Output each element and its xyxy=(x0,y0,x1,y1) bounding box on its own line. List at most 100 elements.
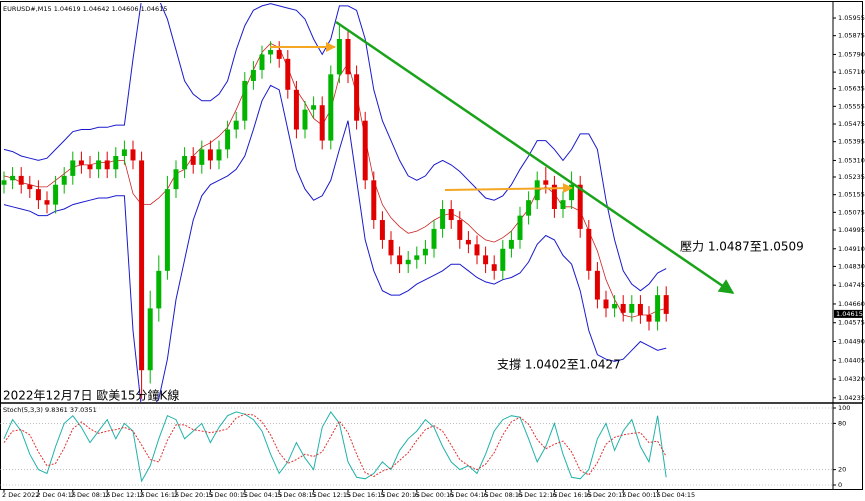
candle-body xyxy=(354,74,360,121)
x-tick-label: 2 Dec 08:15 xyxy=(71,491,111,499)
candle-body xyxy=(543,180,549,185)
candle-body xyxy=(207,149,213,161)
x-tick-label: 5 Dec 00:15 xyxy=(208,491,248,499)
y-tick-label: 1.05310 xyxy=(838,156,865,164)
candle-body xyxy=(379,220,385,240)
candle-body xyxy=(199,149,205,165)
candle-body xyxy=(517,215,523,240)
candle-body xyxy=(465,239,471,245)
candle-body xyxy=(474,244,480,256)
last-price-box xyxy=(834,309,862,318)
y-tick-label: 1.05475 xyxy=(838,120,865,128)
candle-body xyxy=(250,69,256,81)
x-tick-label: 5 Dec 04:15 xyxy=(243,491,283,499)
candle-body xyxy=(371,180,377,221)
x-tick-label: 7 Dec 04:15 xyxy=(656,491,696,499)
candle-body xyxy=(508,239,514,249)
x-tick-label: 6 Dec 04:15 xyxy=(449,491,489,499)
candle-body xyxy=(311,105,317,110)
candle-body xyxy=(362,120,368,181)
y-tick-label: 1.05635 xyxy=(838,85,865,93)
candle-body xyxy=(440,209,446,229)
y-tick-label: 1.05395 xyxy=(838,138,865,146)
y-tick-label: 1.04405 xyxy=(838,356,865,364)
candle-body xyxy=(35,189,41,201)
y-tick-label: 1.05875 xyxy=(838,32,865,40)
x-tick-label: 6 Dec 08:15 xyxy=(484,491,524,499)
y-tick-label: 0 xyxy=(838,481,842,489)
candle-body xyxy=(422,248,428,256)
trend-line xyxy=(335,20,735,295)
candle-body xyxy=(500,248,506,271)
candle-body xyxy=(603,299,609,309)
x-tick-label: 2 Dec 20:15 xyxy=(174,491,214,499)
y-tick-label: 1.04910 xyxy=(838,245,865,253)
x-tick-label: 2 Dec 12:15 xyxy=(105,491,145,499)
candle-body xyxy=(87,164,93,170)
candle-body xyxy=(612,303,618,309)
candle-body xyxy=(457,220,463,240)
candle-body xyxy=(336,38,342,75)
stochastic-panel xyxy=(0,407,833,486)
candle-body xyxy=(285,58,291,90)
x-tick-label: 5 Dec 08:15 xyxy=(277,491,317,499)
x-tick-label: 5 Dec 12:15 xyxy=(312,491,352,499)
price-panel xyxy=(1,3,669,402)
x-tick-label: 6 Dec 12:15 xyxy=(518,491,558,499)
stoch-k xyxy=(3,410,667,483)
y-tick-label: 1.05155 xyxy=(838,191,865,199)
candle-body xyxy=(448,209,454,221)
y-tick-label: 80 xyxy=(838,419,846,427)
stoch-label: Stoch(5,3,3) 9.8361 37.0351 xyxy=(3,406,97,414)
candle-body xyxy=(276,50,282,59)
candle-body xyxy=(104,160,110,170)
y-tick-label: 1.04320 xyxy=(838,375,865,383)
x-tick-label: 7 Dec 00:15 xyxy=(621,491,661,499)
candle-body xyxy=(319,105,325,141)
candle-body xyxy=(483,255,489,265)
y-tick-label: 1.04745 xyxy=(838,281,865,289)
candle-body xyxy=(655,295,661,322)
candle-body xyxy=(139,160,145,371)
candle-body xyxy=(259,54,265,70)
x-tick-label: 2 Dec 2022 xyxy=(2,491,39,499)
candle-body xyxy=(302,109,308,130)
candle-body xyxy=(113,156,119,170)
candle-body xyxy=(190,156,196,165)
y-tick-label: 100 xyxy=(838,404,850,412)
candle-body xyxy=(164,189,170,271)
candle-body xyxy=(551,184,557,210)
candle-body xyxy=(1,180,7,185)
candle-body xyxy=(620,303,626,313)
candle-body xyxy=(121,149,127,157)
y-tick-label: 1.04235 xyxy=(838,394,865,402)
candle-body xyxy=(18,175,24,185)
candle-body xyxy=(156,270,162,309)
header: EURUSD#,M15 1.04619 1.04642 1.04606 1.04… xyxy=(3,5,167,13)
x-tick-label: 6 Dec 20:15 xyxy=(587,491,627,499)
y-tick-label: 1.05710 xyxy=(838,68,865,76)
y-tick-label: 1.04995 xyxy=(838,226,865,234)
candle-body xyxy=(173,169,179,190)
y-tick-label: 1.05235 xyxy=(838,173,865,181)
candle-body xyxy=(663,295,669,314)
y-tick-label: 20 xyxy=(838,466,846,474)
candle-body xyxy=(637,303,643,316)
candle-body xyxy=(10,175,16,181)
band-upper xyxy=(3,3,667,292)
candle-body xyxy=(242,80,248,121)
y-tick-label: 1.05955 xyxy=(838,14,865,22)
y-tick-label: 1.05790 xyxy=(838,50,865,58)
candle-body xyxy=(586,228,592,271)
candle-body xyxy=(233,120,239,130)
x-tick-label: 6 Dec 00:15 xyxy=(415,491,455,499)
candle-body xyxy=(61,175,67,185)
candle-body xyxy=(526,200,532,216)
candle-body xyxy=(130,149,136,161)
band-lower xyxy=(3,84,667,402)
stoch-d xyxy=(3,413,667,478)
candle-body xyxy=(629,303,635,313)
y-tick-label: 1.04830 xyxy=(838,262,865,270)
y-tick-label: 1.04660 xyxy=(838,300,865,308)
